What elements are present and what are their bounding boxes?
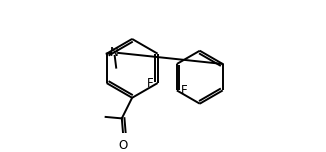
Text: O: O	[119, 139, 128, 152]
Text: F: F	[181, 84, 187, 97]
Text: N: N	[110, 46, 119, 59]
Text: F: F	[147, 77, 154, 90]
